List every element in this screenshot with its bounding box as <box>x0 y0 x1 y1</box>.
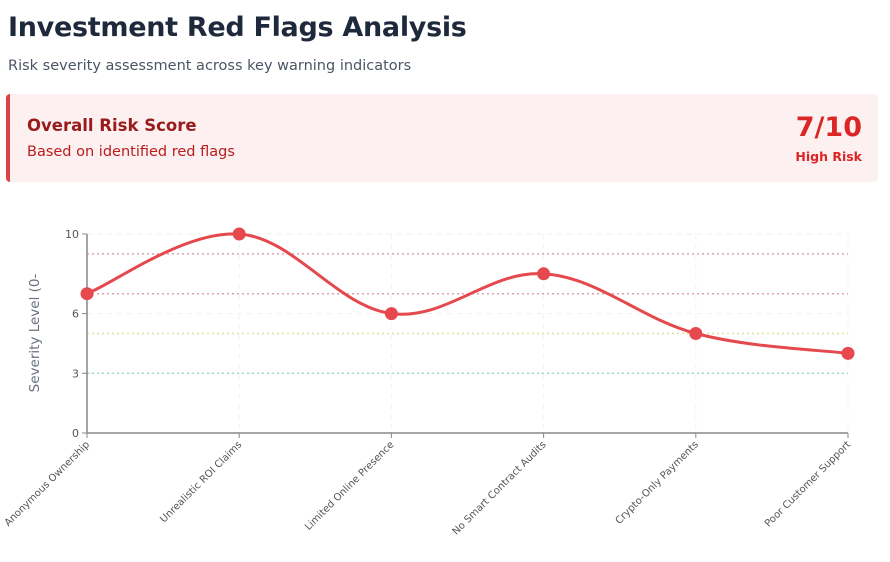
data-point[interactable] <box>232 227 246 241</box>
x-tick-label: Crypto-Only Payments <box>614 439 701 526</box>
y-axis-labels: 0 3 6 10 <box>65 228 79 440</box>
x-tick-label: Unrealistic ROI Claims <box>158 439 244 525</box>
risk-score-description: Based on identified red flags <box>27 144 235 160</box>
risk-level-badge: High Risk <box>795 149 862 164</box>
severity-line-chart: Severity Level (0- Anonymous Ownership Un… <box>0 195 890 562</box>
page-title: Investment Red Flags Analysis <box>8 12 467 43</box>
x-tick-label: Limited Online Presence <box>303 439 396 532</box>
y-tick-label: 3 <box>72 367 79 380</box>
data-point[interactable] <box>841 346 855 360</box>
y-axis-label: Severity Level (0- <box>27 274 43 393</box>
x-axis-labels: Anonymous Ownership Unrealistic ROI Claim… <box>3 439 853 537</box>
data-point[interactable] <box>537 267 551 281</box>
overall-risk-card: Overall Risk Score Based on identified r… <box>6 94 878 182</box>
x-tick-label: Anonymous Ownership <box>3 439 92 528</box>
chart-axes <box>82 233 849 438</box>
data-points <box>80 227 855 360</box>
risk-score-value: 7/10 <box>795 112 862 143</box>
x-tick-label: No Smart Contract Audits <box>451 439 549 537</box>
page-subtitle: Risk severity assessment across key warn… <box>8 58 412 74</box>
x-tick-label: Poor Customer Support <box>763 439 853 529</box>
y-tick-label: 10 <box>65 228 79 241</box>
risk-score-label: Overall Risk Score <box>27 116 197 135</box>
severity-line <box>86 232 849 355</box>
data-point[interactable] <box>689 327 703 340</box>
chart-svg: Severity Level (0- Anonymous Ownership Un… <box>3 227 855 538</box>
data-point[interactable] <box>384 307 398 321</box>
y-tick-label: 0 <box>72 427 79 440</box>
y-tick-label: 6 <box>72 308 79 321</box>
data-point[interactable] <box>80 287 94 301</box>
